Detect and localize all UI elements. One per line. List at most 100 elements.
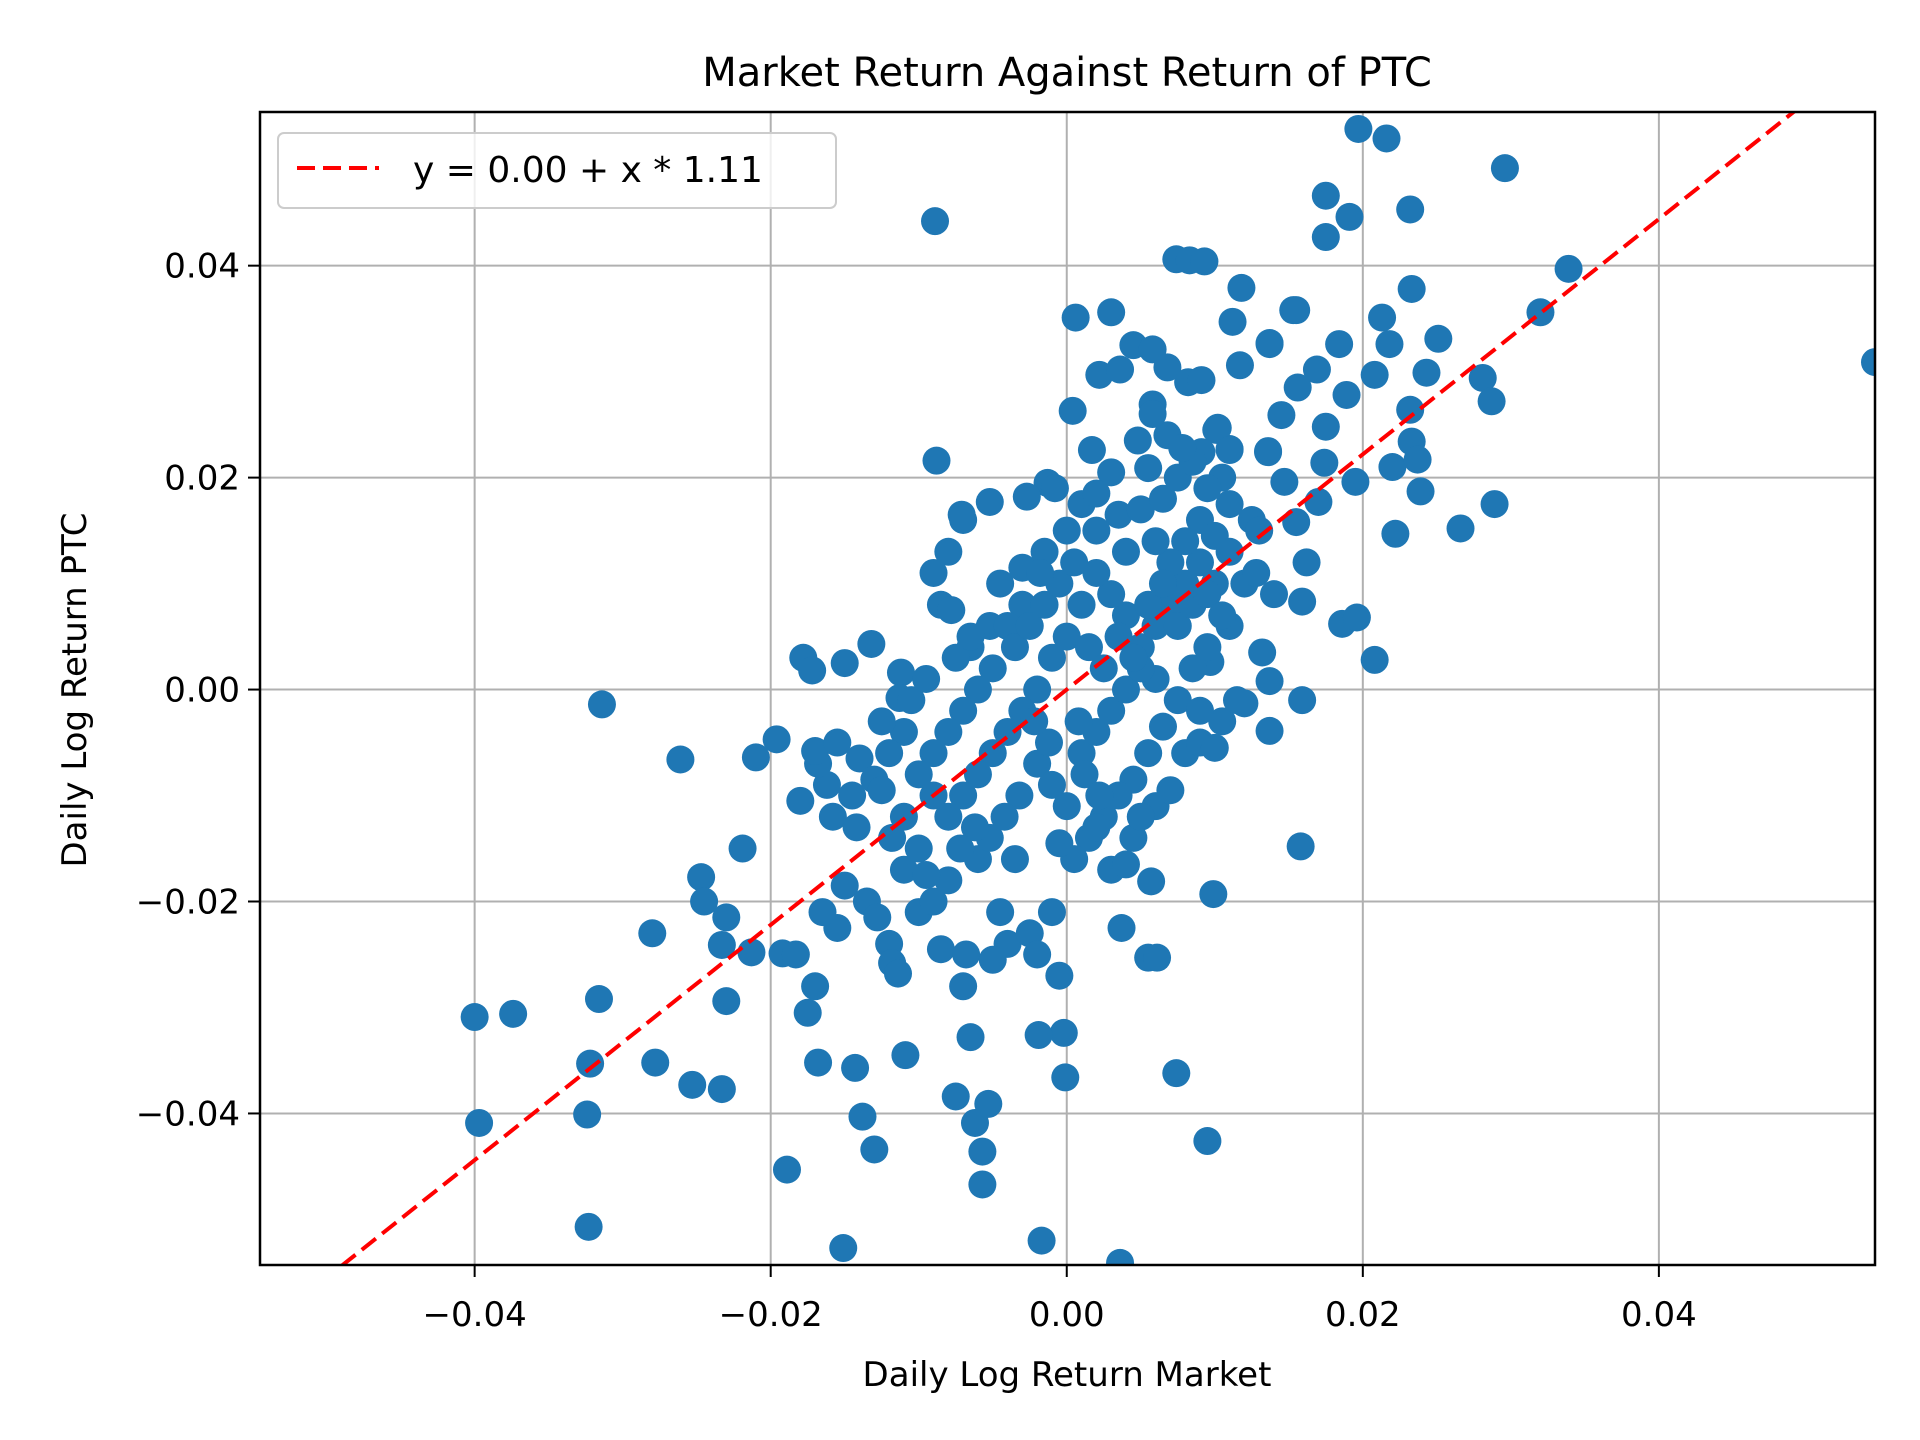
data-point [1015,611,1044,640]
data-point [978,945,1007,974]
data-point [974,1089,1003,1118]
y-axis-label: Daily Log Return PTC [55,512,95,867]
data-point [842,813,871,842]
x-tick-label: 0.02 [1325,1295,1401,1335]
data-point [1412,358,1441,387]
data-point [812,770,841,799]
chart-title: Market Return Against Return of PTC [702,50,1432,96]
data-point [1067,739,1096,768]
x-tick-label: 0.04 [1621,1295,1697,1335]
data-point [1396,195,1425,224]
data-point [1111,675,1140,704]
data-point [1126,802,1155,831]
data-point [968,1170,997,1199]
data-point [793,998,822,1027]
data-point [845,744,874,773]
legend: y = 0.00 + x * 1.11 [277,132,837,209]
data-point [926,935,955,964]
data-point [937,596,966,625]
data-point [993,611,1022,640]
data-point [1286,832,1315,861]
data-point [978,654,1007,683]
data-point [1199,880,1228,909]
data-point [934,537,963,566]
data-point [1126,495,1155,524]
data-point [1342,603,1371,632]
data-point [1015,919,1044,948]
data-point [1060,548,1089,577]
data-point [1134,454,1163,483]
data-point [1193,580,1222,609]
data-point [941,1082,970,1111]
data-point [1260,580,1289,609]
data-point [737,938,766,967]
x-tick-label: −0.02 [719,1295,823,1335]
data-point [576,1049,605,1078]
data-point [1368,303,1397,332]
x-axis-ticks: −0.04 −0.02 0.00 0.02 0.04 [423,1265,1697,1335]
data-point [728,834,757,863]
data-point [587,690,616,719]
data-point [1190,247,1219,276]
data-point [1097,580,1126,609]
legend-label: y = 0.00 + x * 1.11 [413,150,763,191]
data-point [968,1137,997,1166]
data-point [1000,845,1029,874]
data-point [1070,760,1099,789]
data-point [986,569,1015,598]
data-point [1143,943,1172,972]
data-point [1202,415,1231,444]
data-point [1024,1021,1053,1050]
data-point [1037,770,1066,799]
data-point [1227,273,1256,302]
data-point [956,622,985,651]
regression-line [339,112,1797,1265]
data-point [838,781,867,810]
data-point [1037,898,1066,927]
data-point [1134,739,1163,768]
data-point [1104,781,1133,810]
data-point [889,855,918,884]
y-tick-label: −0.04 [136,1094,240,1134]
data-point [1119,823,1148,852]
data-point [687,863,716,892]
data-point [1026,558,1055,587]
data-point [1045,829,1074,858]
data-point [678,1070,707,1099]
data-point [949,506,978,535]
data-point [1397,274,1426,303]
data-point [1282,296,1311,325]
data-point [712,987,741,1016]
data-point [949,972,978,1001]
data-point [891,1041,920,1070]
data-point [1023,749,1052,778]
data-point [1861,348,1875,377]
data-point [1200,733,1229,762]
data-point [1030,537,1059,566]
y-tick-label: 0.04 [164,247,240,287]
data-point [1008,590,1037,619]
data-point [1242,558,1271,587]
data-point [741,743,770,772]
data-point [1292,548,1321,577]
data-point [897,686,926,715]
data-point [1187,366,1216,395]
data-point [1302,355,1331,384]
data-point [1082,516,1111,545]
data-point [801,972,830,1001]
data-point [1137,867,1166,896]
y-tick-label: 0.02 [164,459,240,499]
data-point [946,834,975,863]
data-point [1138,400,1167,429]
data-point [919,558,948,587]
data-point [1061,303,1090,332]
data-point [904,834,933,863]
data-point [1178,654,1207,683]
data-point [798,656,827,685]
data-point [584,985,613,1014]
data-point [949,781,978,810]
data-point [712,903,741,932]
data-point [1107,914,1136,943]
data-point [1148,712,1177,741]
